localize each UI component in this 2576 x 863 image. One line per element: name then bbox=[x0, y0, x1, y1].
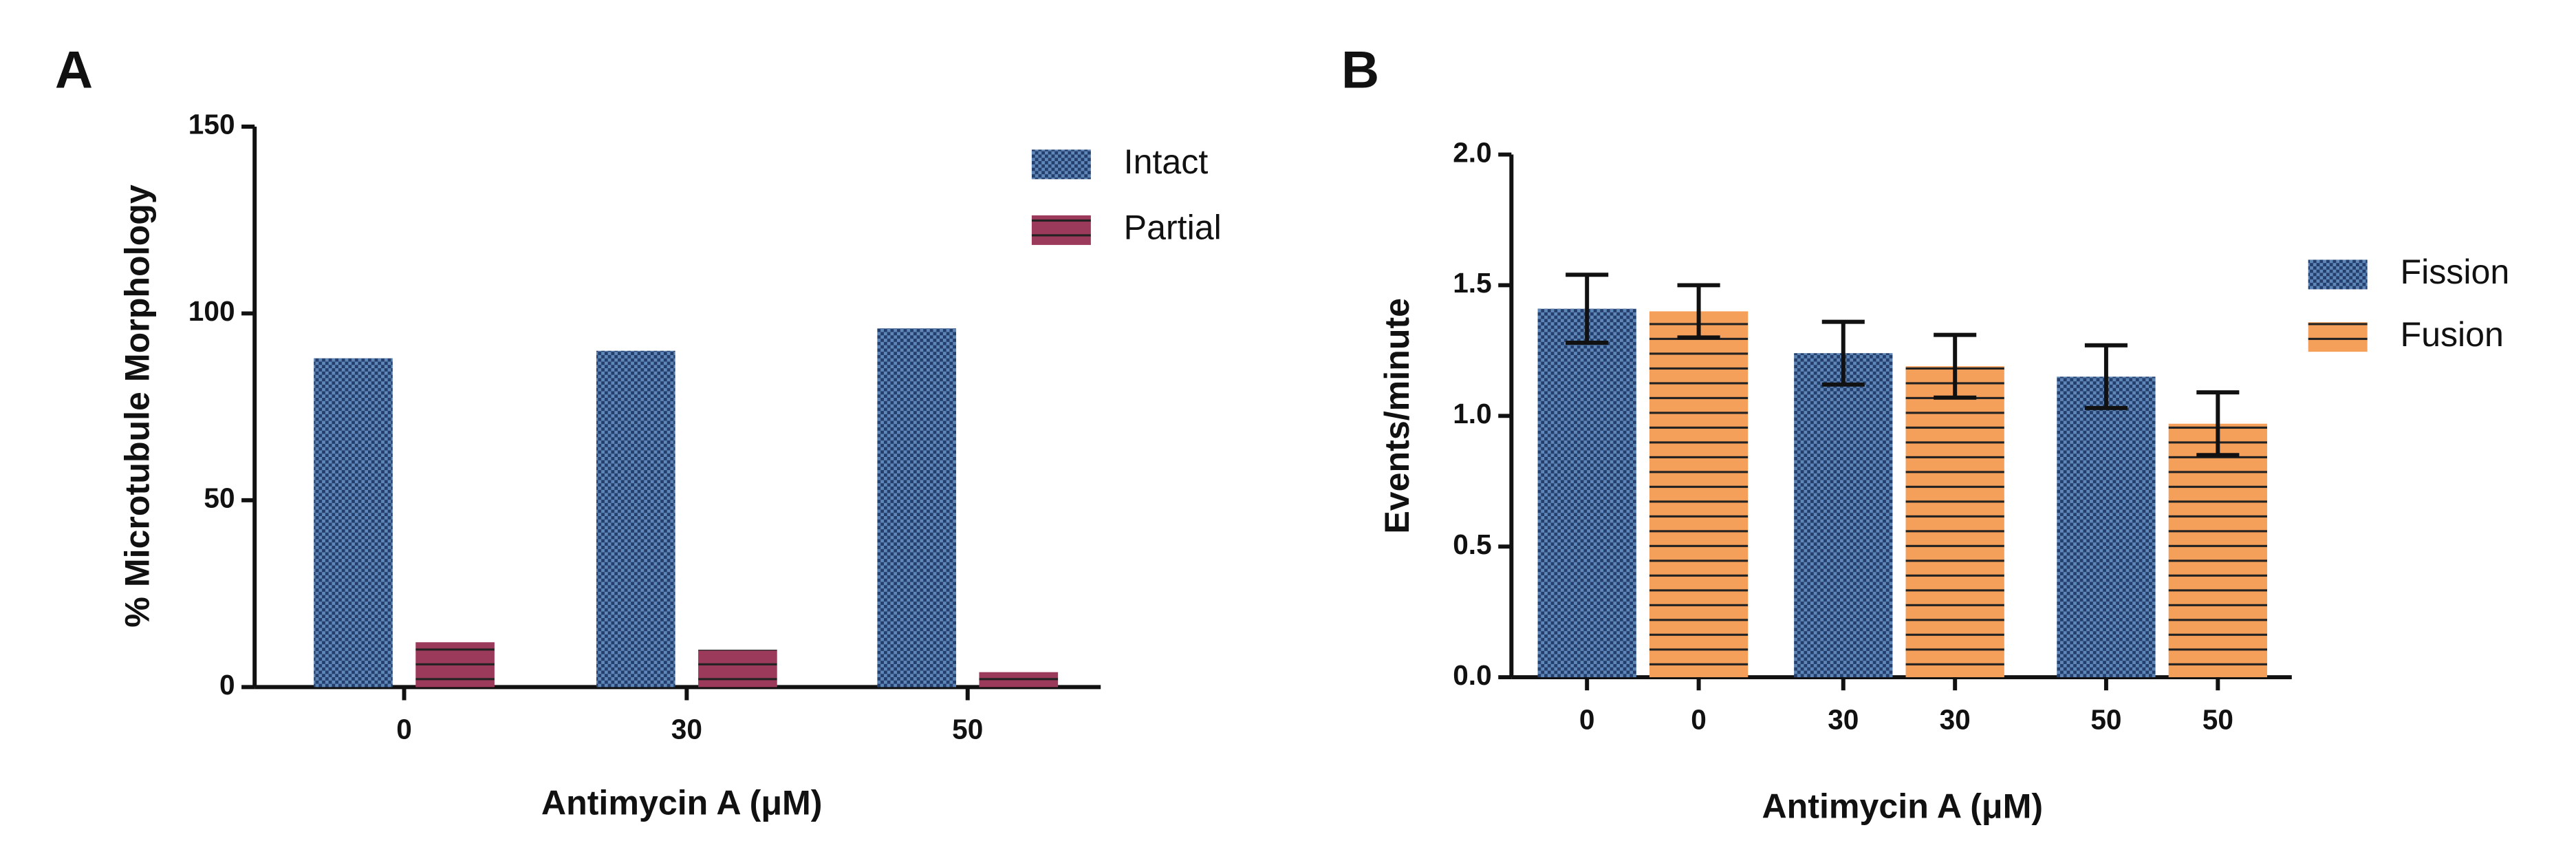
legend-label: Partial bbox=[1124, 209, 1222, 247]
x-tick-label: 0 bbox=[396, 714, 412, 745]
y-axis-title: Events/minute bbox=[1378, 298, 1416, 534]
bar bbox=[698, 650, 777, 688]
legend-label: Fission bbox=[2400, 253, 2509, 291]
y-tick-label: 0.5 bbox=[1453, 529, 1491, 560]
error-bar bbox=[1821, 319, 1865, 387]
y-tick-label: 100 bbox=[188, 295, 235, 327]
y-tick-label: 1.0 bbox=[1453, 398, 1491, 429]
error-bar bbox=[2196, 390, 2240, 458]
bar bbox=[877, 328, 957, 688]
bar bbox=[596, 350, 675, 688]
bar bbox=[314, 358, 393, 688]
x-axis-title: Antimycin A (μM) bbox=[541, 784, 823, 822]
x-tick-label: 50 bbox=[2202, 703, 2233, 735]
error-bar bbox=[2084, 343, 2128, 410]
legend-label: Intact bbox=[1124, 142, 1209, 181]
bar bbox=[979, 672, 1059, 688]
y-tick-label: 1.5 bbox=[1453, 267, 1491, 299]
x-tick-label: 30 bbox=[1940, 703, 1971, 735]
error-bar bbox=[1677, 283, 1720, 340]
bar bbox=[415, 642, 495, 688]
bar bbox=[1537, 308, 1636, 678]
error-bar bbox=[1566, 273, 1609, 345]
bar bbox=[2168, 423, 2267, 678]
x-tick-label: 30 bbox=[1828, 703, 1859, 735]
panel-label: B bbox=[1341, 41, 1379, 100]
bar bbox=[1794, 353, 1893, 678]
bar bbox=[2057, 376, 2156, 678]
x-tick-label: 30 bbox=[671, 714, 702, 745]
y-tick-label: 50 bbox=[204, 482, 235, 514]
legend-swatch bbox=[2308, 322, 2368, 352]
legend-label: Fusion bbox=[2400, 315, 2504, 354]
x-tick-label: 0 bbox=[1579, 703, 1595, 735]
bar bbox=[1905, 366, 2004, 678]
x-tick-label: 50 bbox=[2090, 703, 2121, 735]
y-tick-label: 2.0 bbox=[1453, 136, 1491, 168]
legend-swatch bbox=[1031, 215, 1091, 245]
x-tick-label: 0 bbox=[1691, 703, 1707, 735]
panel-label: A bbox=[55, 41, 93, 100]
legend-swatch bbox=[2308, 259, 2368, 290]
y-tick-label: 150 bbox=[188, 109, 235, 140]
y-axis-title: % Microtubule Morphology bbox=[118, 184, 156, 628]
y-tick-label: 0.0 bbox=[1453, 659, 1491, 691]
y-tick-label: 0 bbox=[219, 669, 235, 701]
legend-swatch bbox=[1031, 149, 1091, 180]
bar bbox=[1649, 311, 1749, 678]
error-bar bbox=[1934, 332, 1977, 400]
x-tick-label: 50 bbox=[952, 714, 983, 745]
x-axis-title: Antimycin A (μM) bbox=[1762, 787, 2043, 825]
